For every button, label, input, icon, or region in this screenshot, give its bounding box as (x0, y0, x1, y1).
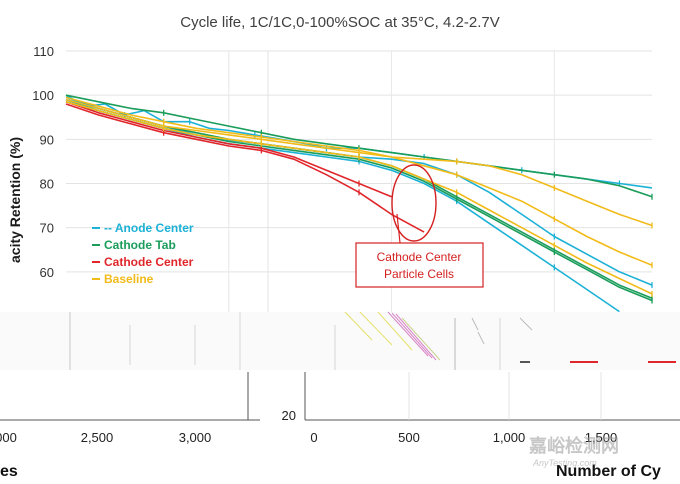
series-line-cathode-center (65, 101, 392, 198)
x-tick-label: 000 (0, 430, 17, 445)
faded-curve (391, 312, 433, 359)
faded-curve-group (344, 311, 533, 361)
faded-curve (387, 311, 429, 357)
lower-left-panel: 000 2,500 3,000 es (0, 372, 260, 480)
x-tick-label: 2,500 (81, 430, 114, 445)
legend-entry-label: -- Anode Center (104, 221, 194, 235)
x-axis-label-fragment: Number of Cy (556, 463, 661, 480)
collage-background (0, 312, 680, 370)
watermark-text: 嘉峪检测网 (528, 435, 619, 456)
series-lines (65, 94, 653, 313)
faded-curve (377, 311, 413, 351)
legend-swatch (570, 361, 598, 363)
faded-curve (401, 317, 441, 361)
faded-curve (395, 313, 437, 361)
x-tick-label: 1,500 (585, 430, 618, 445)
faded-curve (471, 317, 479, 331)
x-tick-label: 500 (398, 430, 420, 445)
y-axis-ticks: 110 100 90 80 70 60 (32, 44, 54, 280)
lower-right-panel: 20 0 500 1,000 1,500 Number of Cy (282, 372, 680, 480)
watermark-subtext: AnyTesting.com (532, 458, 597, 468)
legend-entry-label: Baseline (104, 272, 154, 286)
y-tick-label: 70 (40, 221, 54, 236)
y-tick-label: 80 (40, 177, 54, 192)
annotation-leader-line (396, 213, 401, 244)
annotation-line-2: Particle Cells (384, 267, 454, 281)
y-tick-label: 110 (33, 44, 54, 59)
y-tick-label: 90 (40, 132, 54, 147)
legend-swatch (520, 361, 530, 363)
y-tick-label: 60 (40, 265, 54, 280)
series-line-cathode-center (65, 103, 425, 233)
legend-entry-label: Cathode Center (104, 255, 194, 269)
annotation-box (355, 242, 484, 288)
x-tick-label: 1,000 (493, 430, 526, 445)
faded-curve (359, 311, 393, 346)
y-tick-label: 20 (282, 408, 296, 423)
legend-swatch (648, 361, 676, 363)
y-axis-label: acity Retention (%) (7, 137, 23, 263)
series-line-anode-center (65, 94, 653, 189)
faded-curve (477, 331, 485, 345)
watermark: 嘉峪检测网 AnyTesting.com (528, 435, 619, 468)
faded-curve (344, 311, 373, 341)
x-tick-label: 3,000 (179, 430, 212, 445)
chart-title: Cycle life, 1C/1C,0-100%SOC at 35°C, 4.2… (180, 14, 499, 31)
annotation-line-1: Cathode Center (377, 250, 462, 264)
x-tick-label: 0 (310, 430, 317, 445)
faded-curve (519, 317, 533, 331)
collage-strip (0, 311, 680, 370)
x-axis-label-fragment: es (0, 463, 18, 480)
annotation-highlight-ellipse (391, 164, 437, 242)
annotation: Cathode Center Particle Cells (355, 164, 484, 288)
y-tick-label: 100 (32, 88, 54, 103)
legend: -- Anode Center Cathode Tab Cathode Center… (92, 221, 194, 286)
legend-entry-label: Cathode Tab (104, 238, 176, 252)
main-chart: 110 100 90 80 70 60 Cycle life, 1C/1C,0-100%S… (7, 14, 653, 316)
